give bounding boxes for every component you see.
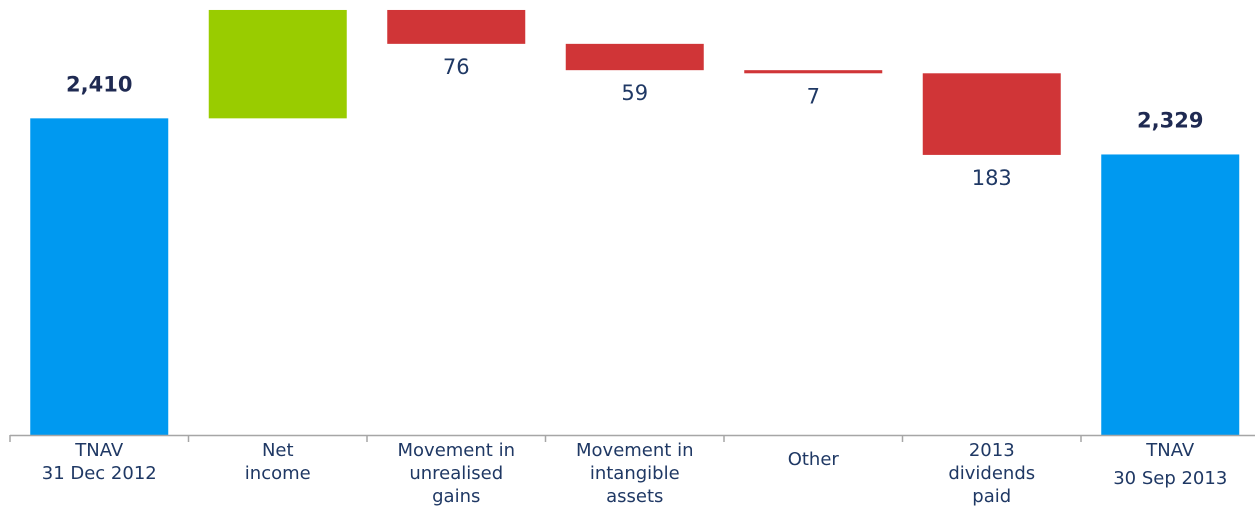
value-labels-group: 2,410243765971832,329 [66, 55, 1203, 190]
value-label-2: 76 [443, 55, 470, 79]
value-label-0: 2,410 [66, 72, 132, 96]
bars-group [30, 9, 1240, 435]
category-label-0-line-0: TNAV [74, 440, 124, 461]
category-label-5-line-2: paid [972, 486, 1011, 507]
category-label-3-line-1: intangible [590, 463, 680, 484]
category-label-2-line-1: unrealised [409, 463, 503, 484]
bar-total-6 [1101, 154, 1240, 435]
category-label-2-line-0: Movement in [398, 440, 515, 461]
category-label-4-line-0: Other [788, 449, 840, 470]
category-label-6-line-1: 30 Sep 2013 [1113, 468, 1227, 489]
bar-decrease-4 [744, 70, 883, 74]
bar-total-0 [30, 118, 169, 435]
value-label-6: 2,329 [1137, 108, 1203, 132]
category-label-5-line-1: dividends [948, 463, 1035, 484]
bar-increase-1 [208, 9, 347, 119]
category-label-1-line-1: income [245, 463, 311, 484]
value-label-4: 7 [807, 84, 820, 108]
bar-decrease-2 [387, 9, 526, 44]
category-label-0-line-1: 31 Dec 2012 [42, 463, 157, 484]
value-label-3: 59 [621, 81, 648, 105]
category-label-6-line-0: TNAV [1145, 440, 1195, 461]
category-label-3-line-0: Movement in [576, 440, 693, 461]
category-label-5-line-0: 2013 [969, 440, 1015, 461]
category-label-3-line-2: assets [606, 486, 663, 507]
bar-decrease-5 [922, 73, 1061, 155]
bar-decrease-3 [565, 43, 704, 71]
category-label-2-line-2: gains [432, 486, 480, 507]
value-label-5: 183 [972, 166, 1012, 190]
category-label-1-line-0: Net [262, 440, 294, 461]
x-axis [9, 434, 1255, 442]
